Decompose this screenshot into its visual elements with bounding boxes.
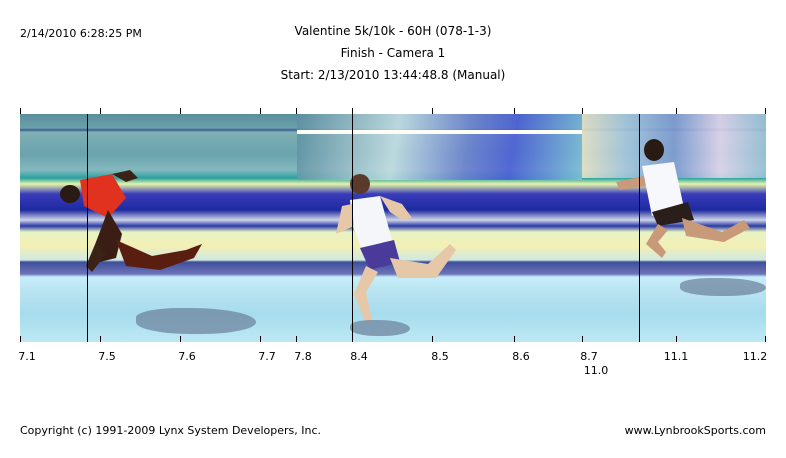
time-label: 8.5 bbox=[431, 350, 449, 363]
axis-tick bbox=[432, 336, 433, 342]
time-axis bbox=[20, 108, 766, 342]
start-time: Start: 2/13/2010 13:44:48.8 (Manual) bbox=[280, 68, 506, 82]
time-label: 7.8 bbox=[294, 350, 312, 363]
timestamp: 2/14/2010 6:28:25 PM bbox=[20, 27, 142, 40]
time-label: 11.1 bbox=[663, 350, 689, 363]
time-label: 7.7 bbox=[258, 350, 276, 363]
time-label: 7.1 bbox=[18, 350, 36, 363]
time-label: 7.5 bbox=[98, 350, 116, 363]
background-band bbox=[297, 114, 582, 180]
finish-photo-strip[interactable] bbox=[20, 114, 766, 342]
axis-tick bbox=[514, 336, 515, 342]
runner-right[interactable] bbox=[612, 136, 752, 266]
time-sublabel: 11.0 bbox=[583, 364, 609, 377]
runner-shadow bbox=[136, 308, 256, 334]
time-label: 8.6 bbox=[512, 350, 530, 363]
axis-tick bbox=[260, 108, 261, 114]
axis-tick bbox=[100, 108, 101, 114]
axis-tick bbox=[180, 108, 181, 114]
runner-shadow bbox=[350, 320, 410, 336]
axis-tick bbox=[100, 336, 101, 342]
finish-cursor-line[interactable] bbox=[639, 114, 640, 342]
axis-tick bbox=[20, 336, 21, 342]
event-title: Valentine 5k/10k - 60H (078-1-3) bbox=[294, 24, 492, 38]
finish-cursor-line[interactable] bbox=[87, 114, 88, 342]
time-label: 11.2 bbox=[742, 350, 768, 363]
axis-tick bbox=[296, 336, 297, 342]
runner-shadow bbox=[680, 278, 766, 296]
axis-tick bbox=[514, 108, 515, 114]
axis-tick bbox=[432, 108, 433, 114]
website-link[interactable]: www.LynbrookSports.com bbox=[624, 424, 766, 437]
axis-tick bbox=[296, 108, 297, 114]
axis-tick bbox=[352, 336, 353, 342]
axis-tick bbox=[765, 336, 766, 342]
time-label: 8.4 bbox=[350, 350, 368, 363]
axis-tick bbox=[582, 336, 583, 342]
axis-tick bbox=[676, 108, 677, 114]
copyright-text: Copyright (c) 1991-2009 Lynx System Deve… bbox=[20, 424, 322, 437]
background-streak bbox=[297, 130, 582, 134]
axis-tick bbox=[20, 108, 21, 114]
time-label: 7.6 bbox=[178, 350, 196, 363]
runner-white[interactable] bbox=[330, 174, 460, 334]
axis-tick bbox=[260, 336, 261, 342]
time-label: 8.7 bbox=[580, 350, 598, 363]
runner-red[interactable] bbox=[56, 170, 206, 280]
axis-tick bbox=[765, 108, 766, 114]
axis-tick bbox=[676, 336, 677, 342]
axis-tick bbox=[180, 336, 181, 342]
camera-label: Finish - Camera 1 bbox=[340, 46, 446, 60]
axis-tick bbox=[582, 108, 583, 114]
finish-cursor-line[interactable] bbox=[352, 114, 353, 342]
axis-tick bbox=[352, 108, 353, 114]
